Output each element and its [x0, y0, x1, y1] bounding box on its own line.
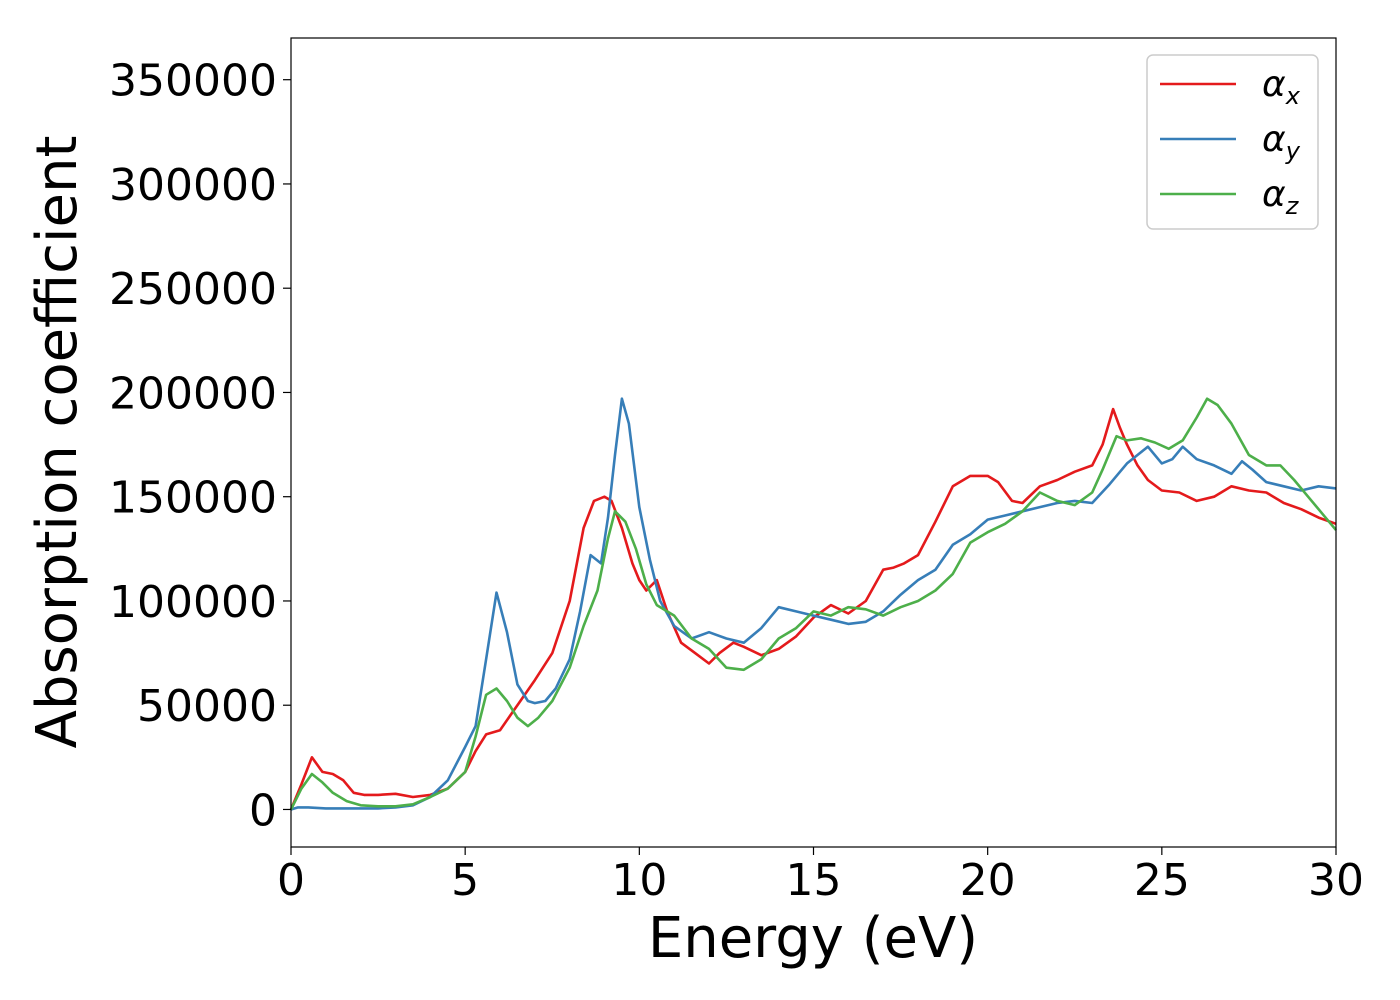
- x-tick-label: 0: [277, 855, 305, 906]
- legend-box: [1146, 54, 1319, 230]
- y-tick-label: 300000: [109, 160, 277, 211]
- x-tick-label: 5: [451, 855, 479, 906]
- legend-label-x: αx: [1262, 64, 1301, 110]
- series-layer: [289, 397, 1337, 811]
- x-tick-label: 15: [786, 855, 842, 906]
- y-tick-label: 0: [249, 785, 277, 836]
- x-axis: 0 5 10 15 20 25 30: [277, 847, 1364, 906]
- y-axis: 0 50000 100000 150000 200000 250000 300000 3500…: [109, 56, 291, 836]
- x-tick-label: 20: [960, 855, 1016, 906]
- series-line-y: [290, 397, 1337, 811]
- x-tick-label: 25: [1134, 855, 1190, 906]
- y-tick-label: 200000: [109, 368, 277, 419]
- y-tick-label: 150000: [109, 473, 277, 524]
- x-axis-title: Energy (eV): [648, 906, 978, 971]
- y-tick-label: 50000: [137, 681, 277, 732]
- x-tick-label: 30: [1308, 855, 1364, 906]
- legend-label-z: αz: [1262, 174, 1300, 220]
- legend-label-y: αy: [1262, 119, 1301, 165]
- legend: αx αy αz: [1146, 54, 1319, 230]
- y-tick-label: 250000: [109, 264, 277, 315]
- y-axis-title: Absorption coefficient: [25, 136, 90, 749]
- x-tick-label: 10: [611, 855, 667, 906]
- y-tick-label: 350000: [109, 56, 277, 107]
- series-line-z: [289, 397, 1337, 811]
- y-tick-label: 100000: [109, 577, 277, 628]
